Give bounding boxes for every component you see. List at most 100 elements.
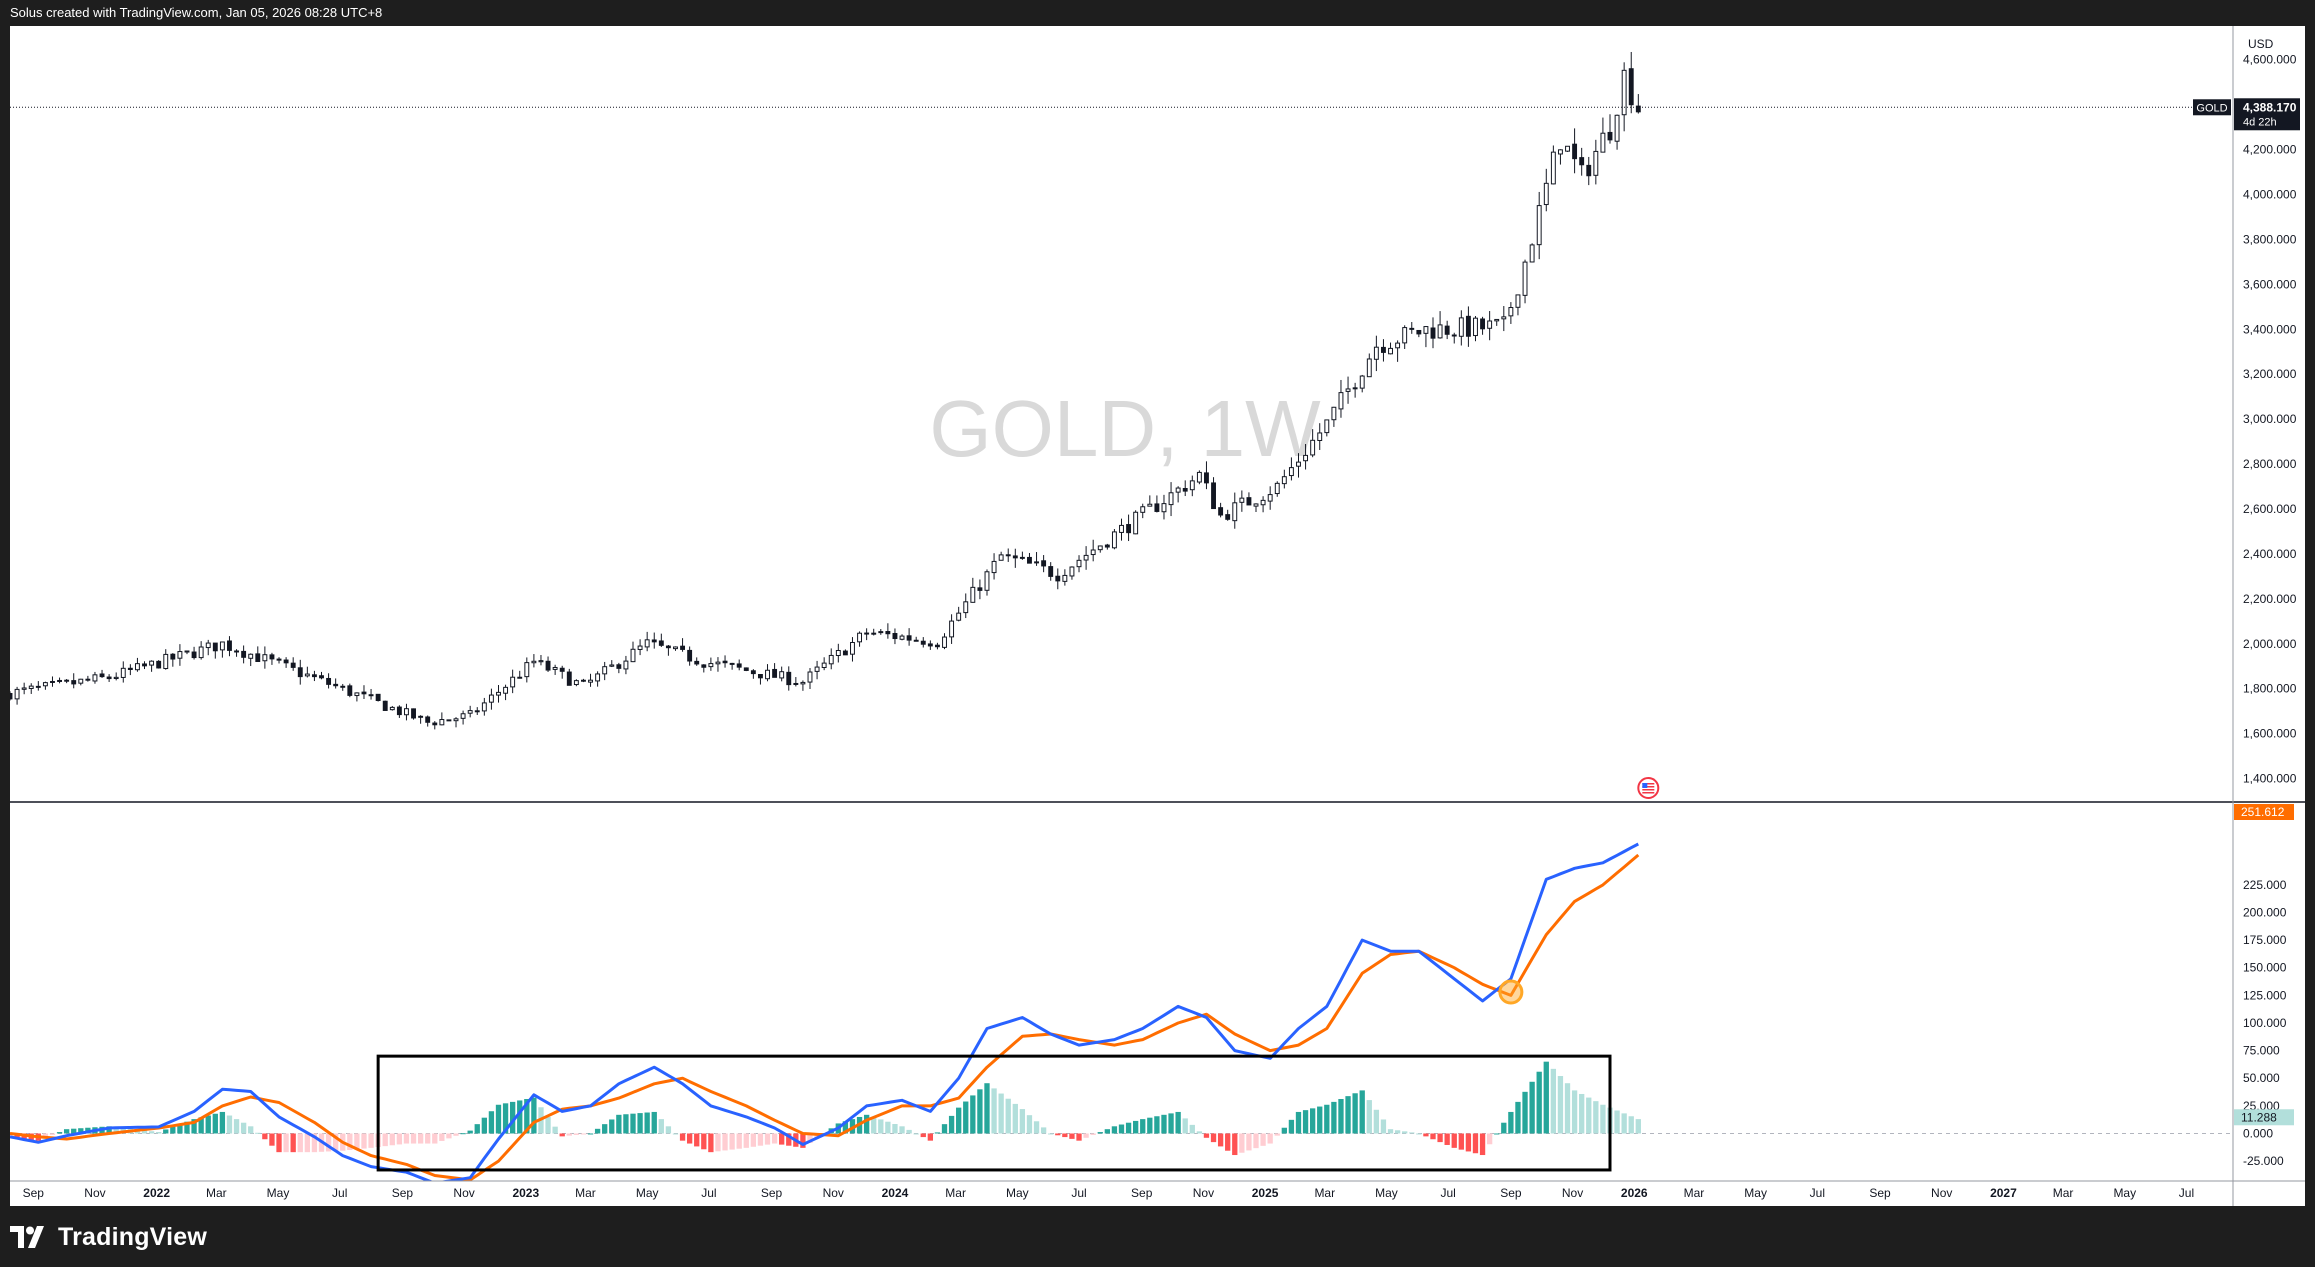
price-candle[interactable] <box>1048 562 1054 581</box>
macd-histogram-bar[interactable] <box>899 1126 905 1134</box>
price-candle[interactable] <box>680 638 686 652</box>
price-candle[interactable] <box>573 679 579 687</box>
macd-histogram-bar[interactable] <box>248 1126 254 1134</box>
price-candle[interactable] <box>1430 317 1436 349</box>
price-candle[interactable] <box>71 673 77 689</box>
macd-histogram-bar[interactable] <box>1309 1108 1316 1134</box>
price-candle[interactable] <box>432 721 438 730</box>
price-candle[interactable] <box>1161 494 1167 520</box>
price-candle[interactable] <box>1621 62 1627 132</box>
price-candle[interactable] <box>205 639 211 656</box>
price-candle[interactable] <box>1104 543 1110 550</box>
price-candle[interactable] <box>644 631 650 652</box>
price-candle[interactable] <box>375 693 381 702</box>
price-candle[interactable] <box>673 646 678 651</box>
price-candle[interactable] <box>1543 168 1549 212</box>
price-candle[interactable] <box>1034 552 1039 566</box>
macd-histogram-bar[interactable] <box>665 1126 672 1134</box>
macd-histogram-bar[interactable] <box>630 1113 636 1134</box>
macd-histogram-bar[interactable] <box>283 1133 289 1153</box>
price-candle[interactable] <box>1267 486 1273 510</box>
price-candle[interactable] <box>283 657 289 668</box>
macd-histogram-bar[interactable] <box>878 1119 884 1134</box>
macd-histogram-bar[interactable] <box>63 1129 70 1134</box>
price-candle[interactable] <box>687 646 693 666</box>
macd-histogram-bar[interactable] <box>1295 1111 1302 1134</box>
macd-histogram-bar[interactable] <box>1048 1133 1054 1135</box>
price-candle[interactable] <box>319 671 324 680</box>
macd-pane[interactable] <box>10 777 2233 1183</box>
macd-histogram-bar[interactable] <box>956 1107 962 1134</box>
price-candle[interactable] <box>1324 419 1330 437</box>
macd-histogram-bar[interactable] <box>1571 1090 1578 1134</box>
price-candle[interactable] <box>1019 551 1025 560</box>
macd-histogram-bar[interactable] <box>170 1126 176 1134</box>
price-candle[interactable] <box>1557 149 1563 165</box>
price-candle[interactable] <box>1522 259 1528 304</box>
macd-histogram-bar[interactable] <box>970 1095 976 1134</box>
macd-histogram-bar[interactable] <box>1076 1133 1082 1141</box>
price-candle[interactable] <box>566 668 572 686</box>
macd-histogram-bar[interactable] <box>1501 1122 1507 1134</box>
macd-histogram-bar[interactable] <box>56 1132 63 1134</box>
price-candle[interactable] <box>198 641 204 660</box>
macd-histogram-bar[interactable] <box>1579 1093 1585 1134</box>
price-candle[interactable] <box>460 710 466 725</box>
price-candle[interactable] <box>326 673 332 689</box>
price-candle[interactable] <box>1444 320 1450 340</box>
macd-histogram-bar[interactable] <box>807 1133 813 1143</box>
macd-histogram-bar[interactable] <box>1508 1111 1514 1134</box>
macd-histogram-bar[interactable] <box>184 1121 190 1134</box>
macd-histogram-bar[interactable] <box>1288 1119 1295 1134</box>
macd-histogram-bar[interactable] <box>1217 1133 1224 1147</box>
macd-histogram-bar[interactable] <box>871 1117 877 1134</box>
price-candle[interactable] <box>248 653 254 667</box>
price-candle[interactable] <box>106 674 112 682</box>
price-candle[interactable] <box>1501 306 1507 332</box>
macd-histogram-bar[interactable] <box>1373 1109 1380 1134</box>
price-candle[interactable] <box>1281 469 1287 489</box>
macd-histogram-bar[interactable] <box>1593 1101 1599 1134</box>
macd-histogram-bar[interactable] <box>1118 1124 1125 1134</box>
macd-histogram-bar[interactable] <box>963 1101 969 1134</box>
macd-histogram-bar[interactable] <box>1366 1100 1372 1134</box>
price-candle[interactable] <box>439 712 445 726</box>
macd-histogram-bar[interactable] <box>1040 1127 1047 1134</box>
price-candle[interactable] <box>368 688 374 700</box>
signal-line[interactable] <box>10 853 1640 1181</box>
price-candle[interactable] <box>1126 514 1132 542</box>
macd-histogram-bar[interactable] <box>715 1133 721 1152</box>
price-candle[interactable] <box>1628 51 1634 114</box>
price-candle[interactable] <box>42 681 48 690</box>
macd-histogram-bar[interactable] <box>1331 1101 1337 1134</box>
price-candle[interactable] <box>1062 569 1068 586</box>
macd-histogram-bar[interactable] <box>396 1133 403 1145</box>
price-candle[interactable] <box>1097 545 1103 553</box>
macd-histogram-bar[interactable] <box>1430 1133 1436 1140</box>
price-pane[interactable] <box>10 51 1641 730</box>
macd-histogram-bar[interactable] <box>1225 1133 1231 1151</box>
macd-histogram-bar[interactable] <box>403 1133 410 1144</box>
price-candle[interactable] <box>1175 486 1181 503</box>
macd-histogram-bar[interactable] <box>226 1115 233 1134</box>
macd-histogram-bar[interactable] <box>1062 1133 1068 1138</box>
price-candle[interactable] <box>1246 492 1252 506</box>
price-candle[interactable] <box>1437 311 1443 339</box>
price-candle[interactable] <box>1635 94 1641 114</box>
price-candle[interactable] <box>984 569 990 596</box>
macd-histogram-bar[interactable] <box>1515 1101 1521 1134</box>
macd-histogram-bar[interactable] <box>948 1115 955 1134</box>
macd-histogram-bar[interactable] <box>1352 1093 1358 1134</box>
price-candle[interactable] <box>701 664 707 673</box>
macd-histogram-bar[interactable] <box>1409 1132 1415 1134</box>
macd-histogram-bar[interactable] <box>502 1103 509 1134</box>
price-candle[interactable] <box>842 649 848 656</box>
price-candle[interactable] <box>857 631 863 647</box>
macd-histogram-bar[interactable] <box>1465 1133 1472 1152</box>
macd-histogram-bar[interactable] <box>113 1127 119 1134</box>
macd-histogram-bar[interactable] <box>276 1133 282 1153</box>
price-candle[interactable] <box>50 676 55 687</box>
price-candle[interactable] <box>276 657 282 664</box>
price-candle[interactable] <box>1451 332 1457 344</box>
macd-histogram-bar[interactable] <box>453 1133 459 1136</box>
